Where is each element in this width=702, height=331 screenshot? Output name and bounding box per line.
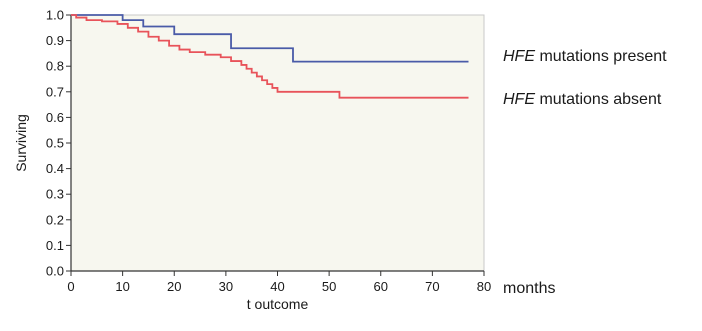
y-tick-label: 0.2 — [46, 212, 64, 227]
x-tick-label: 30 — [219, 279, 233, 294]
legend-present-rest: mutations present — [535, 48, 667, 65]
y-tick-label: 0.6 — [46, 110, 64, 125]
legend-absent-rest: mutations absent — [535, 91, 662, 108]
y-tick-label: 0.8 — [46, 59, 64, 74]
series-line-present — [71, 14, 469, 63]
x-tick-label: 10 — [115, 279, 129, 294]
series-layer — [71, 14, 469, 99]
x-tick-label: 40 — [270, 279, 284, 294]
y-tick-label: 0.4 — [46, 161, 64, 176]
x-axis-label: t outcome — [247, 296, 309, 312]
legend-present-italic: HFE — [503, 48, 535, 65]
y-tick-label: 1.0 — [46, 8, 64, 23]
y-tick-label: 0.0 — [46, 264, 64, 279]
y-tick-label: 0.1 — [46, 238, 64, 253]
x-tick-label: 0 — [67, 279, 74, 294]
legend-absent-italic: HFE — [503, 91, 535, 108]
y-tick-label: 0.3 — [46, 187, 64, 202]
legend-entry-present: HFE mutations present — [503, 48, 667, 66]
y-axis-label: Surviving — [13, 114, 29, 172]
x-units-label: months — [503, 280, 556, 297]
tick-labels: 0 10 20 30 40 50 60 70 80 0.0 0.1 0.2 0.3 0.4 0.5 0.6 0.… — [46, 8, 491, 295]
y-tick-label: 0.9 — [46, 33, 64, 48]
legend-entry-absent: HFE mutations absent — [503, 91, 661, 109]
x-tick-label: 70 — [425, 279, 439, 294]
x-tick-label: 50 — [322, 279, 336, 294]
series-line-absent — [71, 14, 469, 99]
y-tick-label: 0.7 — [46, 84, 64, 99]
plot-area — [70, 14, 485, 272]
y-tick-label: 0.5 — [46, 136, 64, 151]
x-tick-label: 20 — [167, 279, 181, 294]
x-tick-label: 80 — [477, 279, 491, 294]
x-tick-label: 60 — [374, 279, 388, 294]
